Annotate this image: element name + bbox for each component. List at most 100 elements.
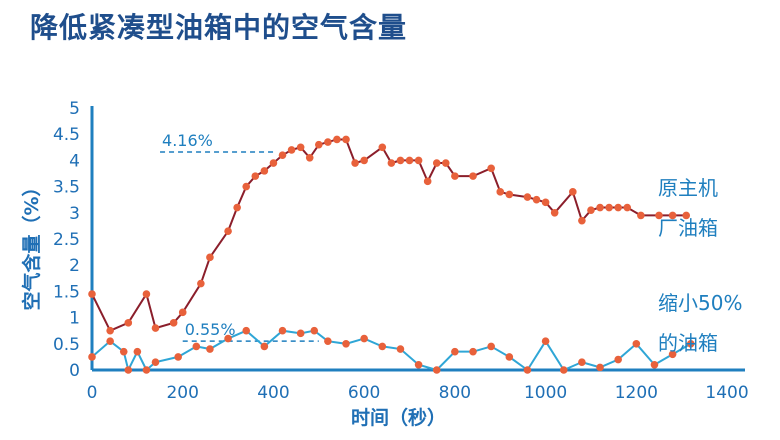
data-point <box>360 334 368 343</box>
data-point <box>487 342 495 351</box>
data-point <box>296 329 305 338</box>
data-point <box>532 195 541 204</box>
x-tick-label: 1400 <box>705 383 748 403</box>
data-point <box>342 340 350 348</box>
data-point <box>310 326 319 335</box>
data-point <box>124 366 133 374</box>
data-point <box>260 167 269 175</box>
data-point <box>178 308 187 317</box>
y-tick-label: 4 <box>69 151 80 171</box>
data-point <box>342 135 350 144</box>
data-point <box>578 216 586 225</box>
data-point <box>333 135 341 144</box>
y-tick-label: 0.5 <box>53 335 80 355</box>
data-point <box>505 190 514 199</box>
data-point <box>296 143 305 152</box>
data-point <box>682 211 691 220</box>
x-tick-label: 1000 <box>524 383 567 403</box>
y-tick-label: 1 <box>69 309 80 329</box>
chart-title: 降低紧凑型油箱中的空气含量 <box>30 11 408 44</box>
data-point <box>442 159 450 167</box>
data-point <box>414 360 423 369</box>
data-point <box>487 164 495 173</box>
data-point <box>142 366 151 374</box>
data-point <box>242 326 251 335</box>
data-point <box>650 360 659 369</box>
data-point <box>287 146 296 154</box>
data-point <box>378 143 387 152</box>
data-point <box>269 159 278 167</box>
data-point <box>151 358 160 366</box>
data-point <box>88 290 96 298</box>
data-point <box>242 182 251 191</box>
x-tick-label: 0 <box>87 383 98 403</box>
data-point <box>587 206 595 214</box>
data-point <box>578 358 586 366</box>
data-point <box>260 342 269 351</box>
data-point <box>278 151 287 159</box>
data-point <box>119 347 128 356</box>
series-label: 缩小50% <box>658 291 742 315</box>
data-point <box>414 156 423 165</box>
data-point <box>614 355 622 364</box>
data-point <box>596 203 604 212</box>
data-point <box>106 326 114 335</box>
x-tick-label: 1200 <box>615 383 658 403</box>
data-point <box>541 337 550 345</box>
data-point <box>668 211 677 220</box>
data-point <box>192 342 201 351</box>
data-point <box>315 140 323 149</box>
data-point <box>469 347 477 356</box>
series-line-1 <box>91 138 687 332</box>
data-point <box>197 279 205 288</box>
x-tick-label: 600 <box>348 383 380 403</box>
y-tick-label: 4.5 <box>53 125 80 145</box>
y-tick-label: 2.5 <box>53 230 80 250</box>
y-tick-label: 0 <box>69 361 80 381</box>
data-point <box>396 156 405 165</box>
data-point <box>378 342 387 351</box>
x-tick-label: 800 <box>439 383 471 403</box>
data-point <box>324 138 332 146</box>
data-point <box>637 211 645 220</box>
y-tick-label: 3.5 <box>53 178 80 198</box>
data-point <box>451 347 459 356</box>
data-point <box>596 363 604 372</box>
data-point <box>124 319 133 327</box>
y-axis-title: 空气含量（%） <box>20 177 43 310</box>
x-axis-title: 时间（秒） <box>351 406 446 429</box>
data-point <box>151 324 160 332</box>
data-point <box>623 203 632 212</box>
data-point <box>432 159 441 167</box>
series-label: 的油箱 <box>658 331 718 355</box>
series-label: 原主机 <box>658 176 718 200</box>
data-point <box>523 366 532 374</box>
data-point <box>233 203 241 212</box>
data-point <box>614 203 622 212</box>
data-point <box>106 337 114 345</box>
data-point <box>632 340 641 348</box>
y-tick-label: 2 <box>69 256 80 276</box>
data-point <box>559 366 568 374</box>
data-point <box>387 159 396 167</box>
x-tick-label: 400 <box>257 383 289 403</box>
data-point <box>206 253 214 262</box>
data-point <box>550 209 559 217</box>
data-point <box>496 188 505 196</box>
data-point <box>174 353 182 361</box>
data-point <box>541 198 550 207</box>
data-point <box>655 211 663 220</box>
data-point <box>469 172 477 180</box>
y-tick-label: 5 <box>69 99 80 119</box>
data-point <box>686 340 695 348</box>
data-point <box>324 337 332 345</box>
annotation-label: 4.16% <box>162 131 213 150</box>
x-tick-label: 200 <box>166 383 198 403</box>
data-point <box>305 153 314 162</box>
y-tick-label: 3 <box>69 204 80 224</box>
data-point <box>169 319 178 327</box>
annotation-label: 0.55% <box>185 320 236 339</box>
y-tick-label: 1.5 <box>53 282 80 302</box>
data-point <box>569 188 577 196</box>
data-point <box>88 353 96 361</box>
